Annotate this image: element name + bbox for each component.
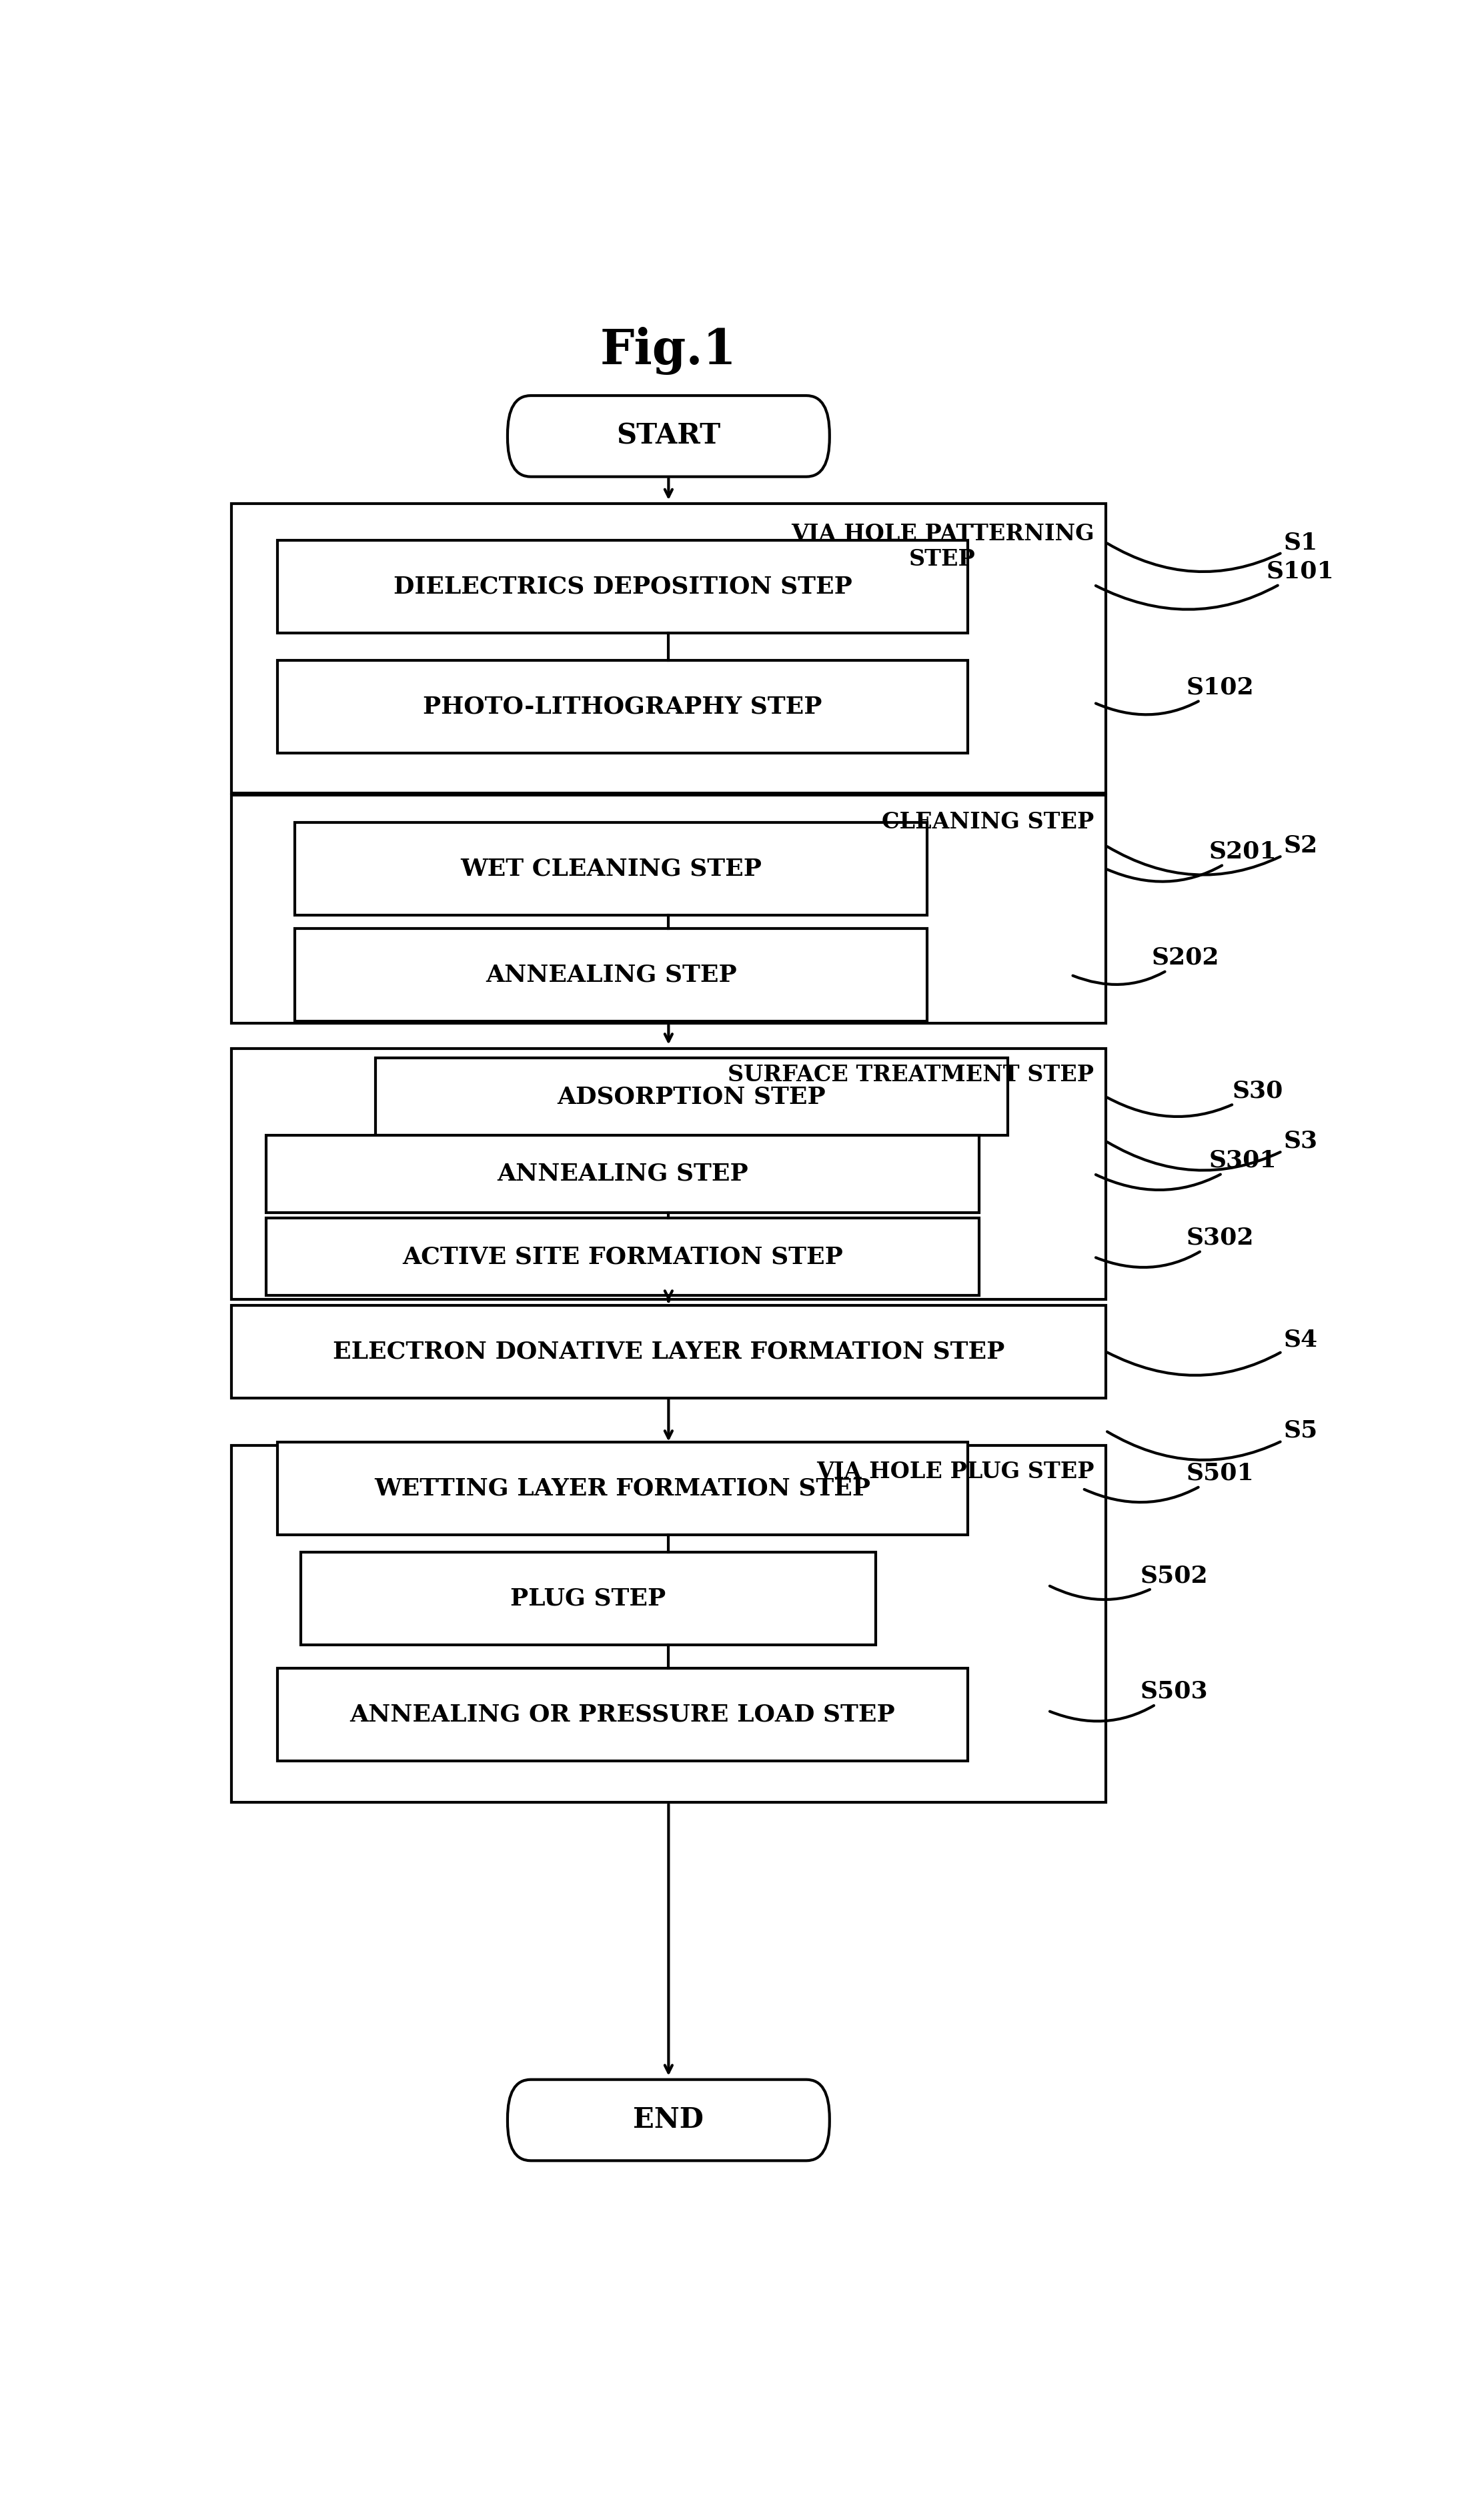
Text: S4: S4 bbox=[1107, 1329, 1318, 1374]
Text: START: START bbox=[616, 421, 721, 449]
Text: S101: S101 bbox=[1095, 559, 1334, 609]
Text: Fig.1: Fig.1 bbox=[600, 326, 738, 376]
Text: S201: S201 bbox=[1107, 840, 1276, 880]
Bar bbox=[278, 1442, 968, 1535]
Text: PHOTO-LITHOGRAPHY STEP: PHOTO-LITHOGRAPHY STEP bbox=[423, 695, 822, 717]
Text: WETTING LAYER FORMATION STEP: WETTING LAYER FORMATION STEP bbox=[374, 1477, 871, 1500]
Text: S302: S302 bbox=[1095, 1226, 1254, 1267]
FancyBboxPatch shape bbox=[508, 396, 830, 477]
Text: S2: S2 bbox=[1107, 835, 1318, 875]
FancyBboxPatch shape bbox=[508, 2079, 830, 2162]
Bar bbox=[232, 795, 1106, 1023]
Text: SURFACE TREATMENT STEP: SURFACE TREATMENT STEP bbox=[729, 1063, 1094, 1086]
Bar bbox=[295, 823, 928, 915]
Bar bbox=[266, 1136, 979, 1211]
Bar bbox=[278, 539, 968, 632]
Text: ADSORPTION STEP: ADSORPTION STEP bbox=[558, 1086, 825, 1109]
Text: ELECTRON DONATIVE LAYER FORMATION STEP: ELECTRON DONATIVE LAYER FORMATION STEP bbox=[332, 1339, 1005, 1362]
Bar bbox=[278, 660, 968, 752]
Text: VIA HOLE PLUG STEP: VIA HOLE PLUG STEP bbox=[816, 1460, 1094, 1482]
Text: S5: S5 bbox=[1107, 1420, 1318, 1460]
Bar bbox=[266, 1219, 979, 1297]
Bar bbox=[232, 1445, 1106, 1803]
Text: S502: S502 bbox=[1049, 1565, 1208, 1600]
Text: S202: S202 bbox=[1073, 946, 1220, 986]
Text: VIA HOLE PATTERNING
STEP: VIA HOLE PATTERNING STEP bbox=[791, 524, 1094, 569]
Text: PLUG STEP: PLUG STEP bbox=[510, 1588, 666, 1610]
Bar bbox=[232, 1304, 1106, 1397]
Bar bbox=[232, 504, 1106, 793]
Text: S301: S301 bbox=[1095, 1149, 1276, 1189]
Text: S501: S501 bbox=[1085, 1462, 1254, 1502]
Text: S102: S102 bbox=[1095, 675, 1254, 715]
Bar bbox=[232, 1048, 1106, 1299]
Text: S1: S1 bbox=[1107, 532, 1318, 572]
Bar bbox=[278, 1668, 968, 1761]
Text: ANNEALING STEP: ANNEALING STEP bbox=[497, 1164, 748, 1186]
Text: S30: S30 bbox=[1107, 1078, 1284, 1116]
Text: END: END bbox=[634, 2107, 703, 2134]
Text: WET CLEANING STEP: WET CLEANING STEP bbox=[460, 858, 761, 880]
Bar bbox=[375, 1058, 1008, 1136]
Text: ANNEALING STEP: ANNEALING STEP bbox=[485, 963, 736, 986]
Text: CLEANING STEP: CLEANING STEP bbox=[881, 810, 1094, 833]
Bar bbox=[295, 928, 928, 1021]
Text: DIELECTRICS DEPOSITION STEP: DIELECTRICS DEPOSITION STEP bbox=[393, 574, 852, 597]
Bar bbox=[300, 1552, 876, 1645]
Text: S3: S3 bbox=[1107, 1129, 1318, 1171]
Text: ACTIVE SITE FORMATION STEP: ACTIVE SITE FORMATION STEP bbox=[402, 1246, 843, 1269]
Text: ANNEALING OR PRESSURE LOAD STEP: ANNEALING OR PRESSURE LOAD STEP bbox=[350, 1703, 895, 1726]
Text: S503: S503 bbox=[1049, 1680, 1208, 1720]
